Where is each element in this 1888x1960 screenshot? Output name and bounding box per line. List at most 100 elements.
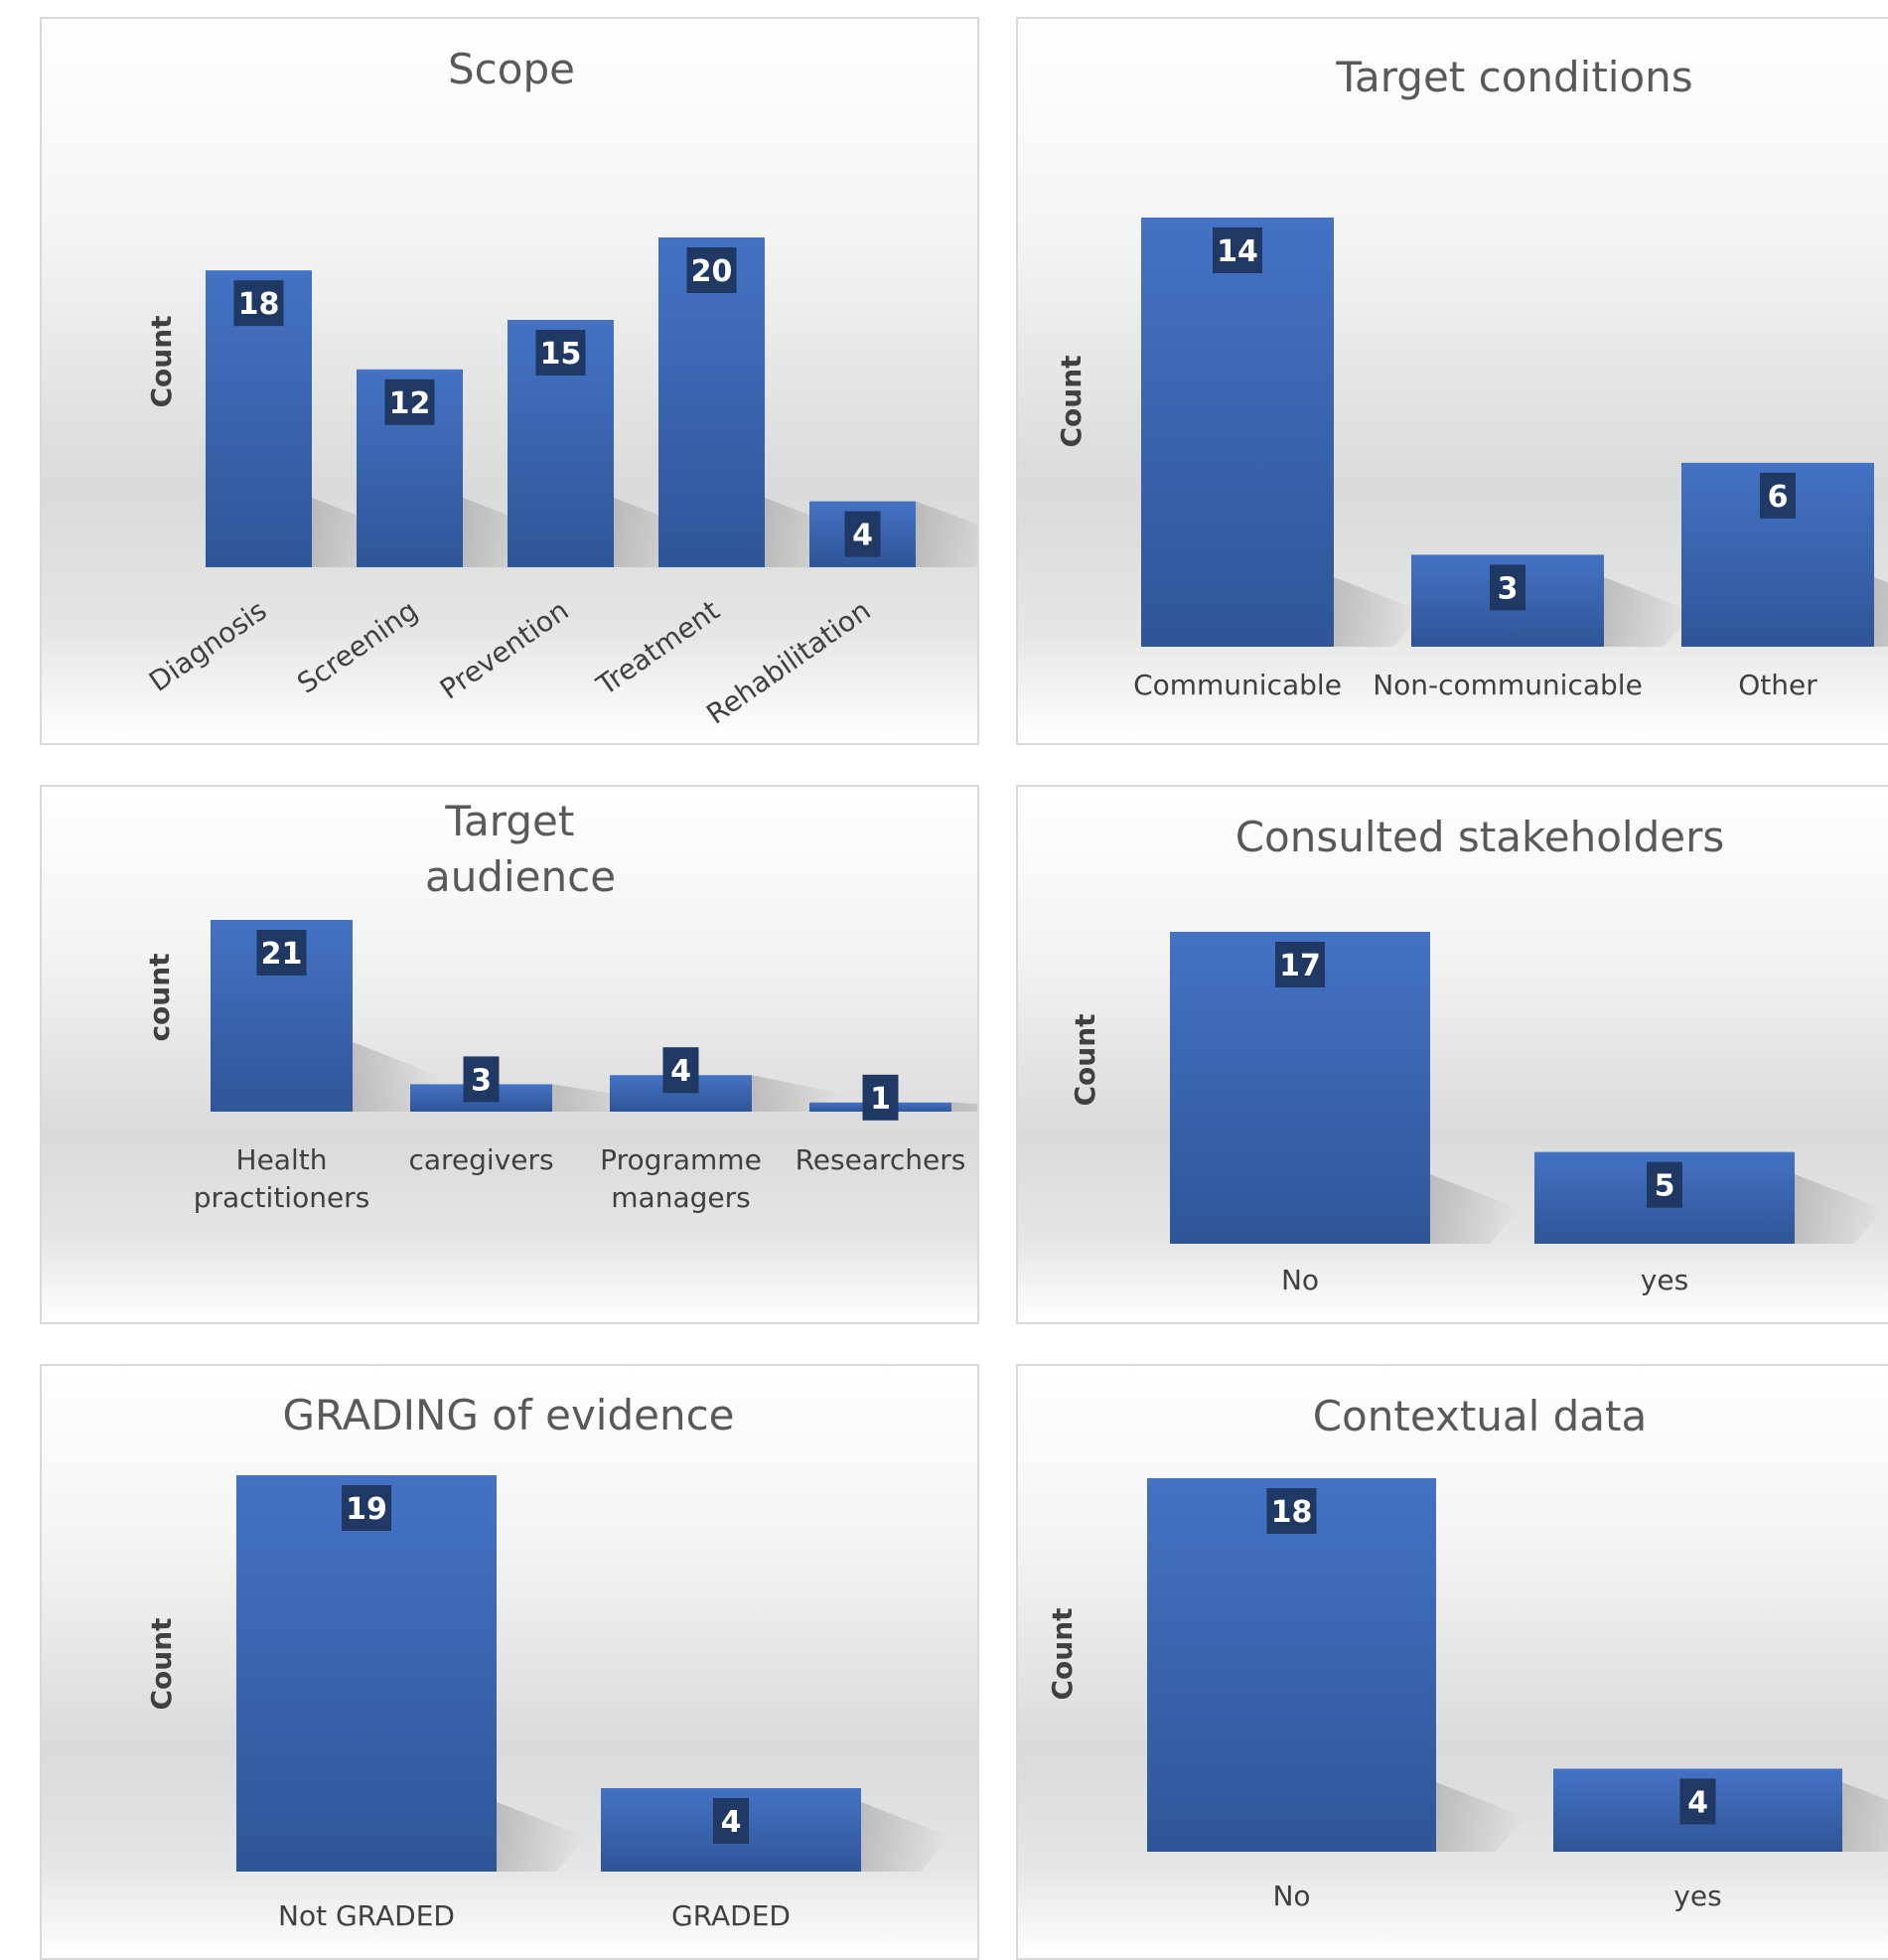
bar-shadow [861,1802,950,1872]
data-label: 4 [852,519,873,553]
data-label-box [1760,472,1796,519]
bar-shadow [951,1102,977,1112]
bar-shadow [1795,1174,1884,1244]
chart-title: Consulted stakeholders [1235,813,1725,861]
category-label: Diagnosis [143,594,272,698]
bar-no [1147,1478,1436,1852]
data-label: 14 [1217,234,1258,269]
data-label: 18 [1271,1495,1313,1530]
chart-title-line-1: Target [444,797,574,845]
data-label-box [256,930,307,976]
category-label: Prevention [434,594,575,706]
chart-contextual-data: Contextual data Count 18 No 4 yes [1046,1392,1888,1912]
category-label: Programme managers [600,1143,762,1214]
bar-shadow [497,1802,586,1872]
category-label: yes [1641,1264,1688,1296]
y-axis-label: count [143,953,176,1041]
category-label: No [1272,1880,1310,1912]
bar-shadow [1334,577,1423,647]
y-axis-label: Count [1055,355,1088,447]
data-label-box [1213,227,1262,273]
category-label: GRADED [671,1899,791,1932]
chart-target-conditions: Target conditions Count 14 Communicable 3 N… [1055,53,1888,701]
bar-shadow [1430,1174,1520,1244]
category-label: Researchers [796,1143,966,1176]
chart-title-line-2: audience [425,852,616,901]
chart-title: Scope [448,45,575,93]
data-label: 3 [1498,571,1519,606]
data-label: 4 [721,1805,742,1840]
chart-scope: Scope Count 18 Diagnosis 12 Screening 15 Prev… [143,45,977,731]
category-label: Other [1738,669,1817,701]
y-axis-label: Count [1046,1607,1079,1700]
data-label-box [862,1074,899,1121]
data-label-box [1647,1161,1682,1208]
data-label-box [662,1047,699,1094]
chart-panel-scope: Scope Count 18 Diagnosis 12 Screening 15 Prev… [40,17,979,745]
chart-title: GRADING of evidence [282,1391,734,1439]
category-label: caregivers [408,1143,553,1176]
category-label: No [1281,1264,1319,1296]
data-label-box [535,330,586,376]
bar-group: 19 Not GRADED 4 GRADED [236,1475,950,1932]
data-label-box [384,378,435,425]
data-label: 5 [1655,1169,1675,1204]
data-label: 3 [471,1063,492,1098]
chart-panel-target-audience: Target audience count 21 Health practition… [40,785,979,1324]
data-label-box [844,511,881,557]
category-label: Non-communicable [1373,669,1643,701]
chart-target-audience: Target audience count 21 Health practition… [143,797,977,1214]
data-label-box [1275,942,1325,987]
bar-shadow [1436,1782,1525,1852]
chart-grading-of-evidence: GRADING of evidence Count 19 Not GRADED 4 G… [145,1391,950,1932]
bar-group: 18 No 4 yes [1147,1478,1888,1912]
bar-group: 14 Communicable 3 Non-communicable 6 Other [1133,218,1888,701]
data-label-box [686,247,737,293]
category-label: Communicable [1133,669,1342,701]
chart-panel-consulted-stakeholders: Consulted stakeholders Count 17 No 5 yes [1016,785,1888,1324]
data-label-box [1266,1488,1317,1534]
data-label-box [1490,564,1525,611]
category-label: Screening [291,594,423,700]
bar-group: 21 Health practitioners 3 caregivers 4 Program… [194,920,977,1214]
y-axis-label: Count [145,1617,178,1710]
chart-title: Target conditions [1335,53,1692,101]
bar-communicable [1141,218,1334,647]
bar-shadow [1604,577,1693,647]
data-label: 19 [346,1492,387,1527]
category-label: Not GRADED [278,1899,455,1932]
data-label-box [233,280,284,327]
data-label-box [342,1485,391,1531]
data-label-box [713,1798,749,1844]
bar-shadow [1842,1782,1888,1852]
chart-title: Contextual data [1313,1392,1648,1440]
chart-panel-grading-of-evidence: GRADING of evidence Count 19 Not GRADED 4 G… [40,1364,979,1960]
data-label: 4 [1687,1785,1708,1820]
y-axis-label: Count [1069,1013,1101,1106]
data-label: 15 [540,337,582,372]
category-label: Health practitioners [194,1143,370,1214]
bar-shadow [916,501,977,567]
chart-consulted-stakeholders: Consulted stakeholders Count 17 No 5 yes [1069,813,1884,1296]
data-label: 12 [389,386,431,421]
data-label: 18 [238,287,280,322]
bar-shadow [1874,577,1888,647]
data-label: 21 [261,937,303,972]
data-label: 20 [691,254,733,289]
chart-title: Target audience [425,797,616,901]
data-label: 4 [670,1054,691,1089]
data-label: 17 [1279,949,1321,983]
category-label: yes [1673,1880,1721,1912]
data-label-box [463,1056,500,1103]
category-label: Rehabilitation [700,594,876,731]
category-label: Treatment [590,594,725,702]
chart-panel-target-conditions: Target conditions Count 14 Communicable 3 N… [1016,17,1888,745]
bar-group: 17 No 5 yes [1170,932,1884,1296]
y-axis-label: Count [145,315,178,407]
data-label: 6 [1768,480,1789,515]
bar-not-graded [236,1475,497,1872]
chart-panel-contextual-data: Contextual data Count 18 No 4 yes [1016,1364,1888,1960]
data-label-box [1679,1778,1716,1825]
data-label: 1 [870,1082,891,1117]
bar-group: 18 Diagnosis 12 Screening 15 Prevention 20 Trea… [143,237,977,731]
